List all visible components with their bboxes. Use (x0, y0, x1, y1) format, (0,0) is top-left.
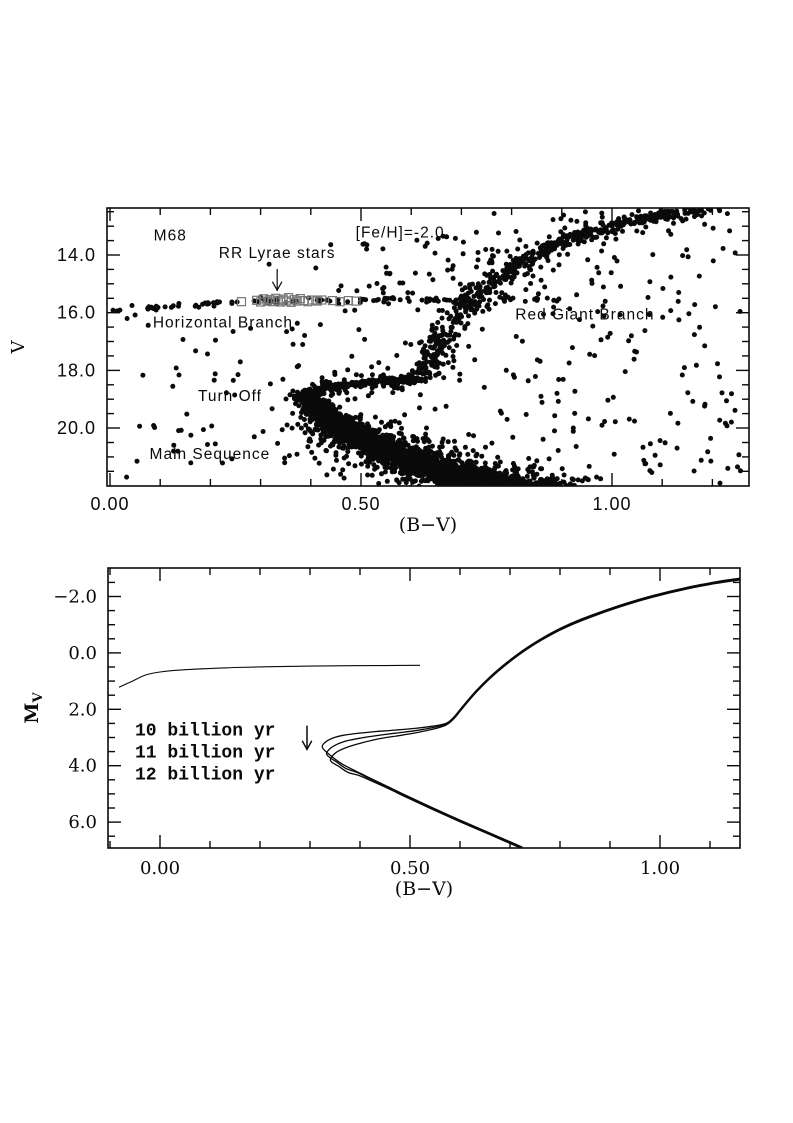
y-tick-label: 18.0 (57, 360, 96, 380)
agb-stars (354, 258, 520, 294)
rr-lyrae-square (351, 296, 361, 306)
rr-lyrae-square (256, 297, 266, 307)
x-tick-label: 0.50 (390, 858, 430, 879)
m68-label: M68 (154, 228, 187, 245)
x-tick-label: 0.50 (341, 494, 380, 514)
rr-lyrae-squares (236, 293, 361, 307)
y-tick-label: 0.0 (68, 643, 97, 664)
feh-label: [Fe/H]=-2.0 (356, 224, 445, 241)
rr-lyrae-square (289, 295, 299, 305)
isochrone-panel-frame (107, 567, 741, 849)
age-11-label: 11 billion yr (135, 743, 275, 763)
y-axis-title: MV (21, 692, 46, 724)
main-sequence-label: Main Sequence (150, 446, 271, 463)
odd-bright-stars (124, 261, 389, 480)
field-stars-mid (328, 229, 489, 314)
y-tick-label: 2.0 (68, 699, 97, 720)
rr-lyrae-label: RR Lyrae stars (219, 245, 336, 262)
field-stars-faint (134, 320, 743, 486)
horizontal-branch-label: Horizontal Branch (153, 314, 293, 331)
red-giant-branch-core (409, 208, 723, 381)
isochrone-11gyr (325, 578, 740, 848)
down-arrow (272, 268, 283, 292)
rr-lyrae-square (292, 296, 302, 306)
x-axis-title: (B−V) (399, 514, 457, 536)
age-12-label: 12 billion yr (135, 765, 275, 785)
down-arrow (301, 725, 313, 751)
y-tick-label: 16.0 (57, 303, 96, 323)
rr-lyrae-square (262, 296, 272, 306)
rr-lyrae-square (286, 297, 296, 307)
age-10-label: 10 billion yr (135, 721, 275, 741)
isochrone-panel-ticks (108, 568, 740, 848)
rr-lyrae-square (236, 297, 247, 307)
y-tick-label: −2.0 (53, 586, 97, 607)
cmd-panel-ticks (107, 208, 749, 486)
y-tick-label: 6.0 (68, 812, 97, 833)
y-tick-label: 20.0 (57, 418, 96, 438)
y-tick-label: 14.0 (57, 245, 96, 265)
isochrone-panel: 0.00 0.50 1.00 −2.0 0.0 2.0 4.0 6.0 (B−V) MV 10 bi… (21, 567, 741, 900)
x-tick-label: 0.00 (140, 858, 180, 879)
x-axis-title: (B−V) (395, 878, 453, 900)
isochrone-10gyr (321, 577, 740, 848)
horizontal-branch-line (118, 664, 421, 688)
x-tick-label: 0.00 (90, 494, 129, 514)
y-tick-label: 4.0 (68, 756, 97, 777)
turn-off-label: Turn Off (198, 388, 262, 405)
main-sequence-skirt (275, 410, 591, 486)
x-tick-label: 1.00 (592, 494, 631, 514)
red-giant-branch-label: Red Giant Branch (515, 307, 654, 324)
cmd-panel-frame (106, 207, 750, 487)
cmd-panel: 0.00 0.50 1.00 14.0 16.0 18.0 20.0 (B−V) V M68 RR … (8, 207, 750, 536)
rr-lyrae-square (265, 295, 275, 305)
y-axis-title: V (8, 340, 29, 355)
field-stars-bright-right (485, 209, 743, 323)
isochrone-panel-plot-area (118, 577, 740, 848)
rr-lyrae-square (317, 295, 327, 305)
x-tick-label: 1.00 (640, 858, 680, 879)
isochrone-12gyr (329, 579, 740, 848)
rr-lyrae-square (307, 295, 317, 305)
cmd-panel-plot-area (110, 208, 743, 486)
